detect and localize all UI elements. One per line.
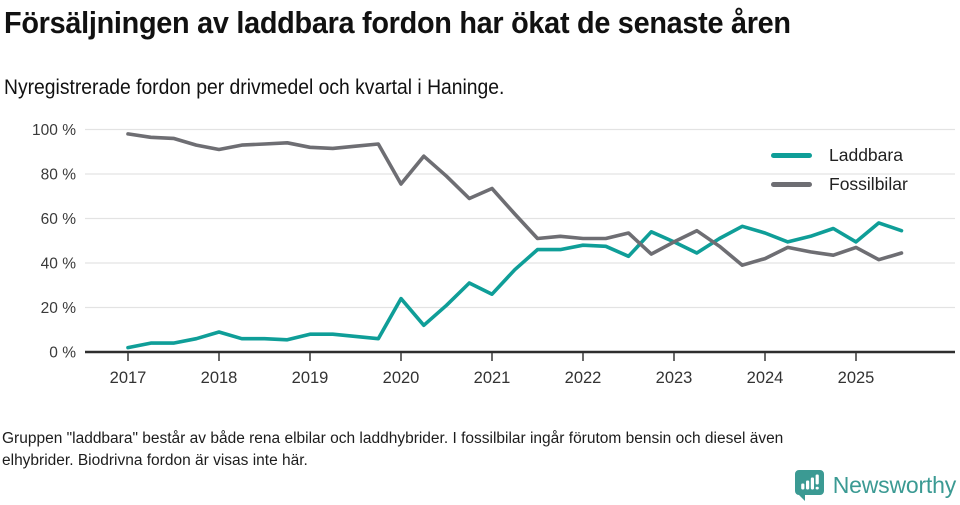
page-title: Försäljningen av laddbara fordon har öka… <box>4 5 791 40</box>
footnote: Gruppen "laddbara" består av både rena e… <box>2 428 956 471</box>
newsworthy-logo: Newsworthy <box>794 469 956 502</box>
legend-label: Laddbara <box>829 145 903 165</box>
brand-name: Newsworthy <box>832 472 956 498</box>
y-axis-label: 0 % <box>49 345 76 362</box>
legend-item-fossilbilar: Fossilbilar <box>771 170 908 199</box>
series-line-fossilbilar <box>126 132 904 267</box>
y-axis-label: 40 % <box>41 256 77 273</box>
chart-svg: 0 % 20 % 40 % 60 % 80 % 100 % 2017 2018 2019 2020… <box>32 122 955 387</box>
x-axis-label: 2022 <box>565 369 602 387</box>
footnote-line: elhybrider. Biodrivna fordon är visas in… <box>2 451 308 469</box>
chart-area: 0 % 20 % 40 % 60 % 80 % 100 % 2017 2018 2019 2020… <box>0 112 960 402</box>
y-axis-label: 80 % <box>41 167 77 184</box>
footnote-line: Gruppen "laddbara" består av både rena e… <box>2 430 784 447</box>
page-subtitle: Nyregistrerade fordon per drivmedel och … <box>4 76 505 99</box>
x-axis-label: 2020 <box>383 369 420 387</box>
x-axis-label: 2019 <box>292 369 329 387</box>
y-axis-label: 60 % <box>41 211 77 228</box>
laddbara-line-swatch <box>771 153 812 158</box>
y-axis-label: 100 % <box>32 122 76 139</box>
legend-label: Fossilbilar <box>829 174 908 194</box>
x-axis-label: 2023 <box>656 369 693 387</box>
x-axis-label: 2018 <box>201 369 238 387</box>
x-axis-label: 2021 <box>474 369 511 387</box>
fossilbilar-line-swatch <box>771 182 812 187</box>
newsworthy-chart-bubble-icon <box>794 470 824 501</box>
x-axis-label: 2024 <box>747 369 784 387</box>
x-axis-label: 2025 <box>838 369 875 387</box>
y-axis-label: 20 % <box>41 300 77 317</box>
chart-legend: Laddbara Fossilbilar <box>771 141 908 199</box>
legend-item-laddbara: Laddbara <box>771 141 908 170</box>
series-line-laddbara <box>126 221 904 350</box>
x-axis-label: 2017 <box>110 369 147 387</box>
